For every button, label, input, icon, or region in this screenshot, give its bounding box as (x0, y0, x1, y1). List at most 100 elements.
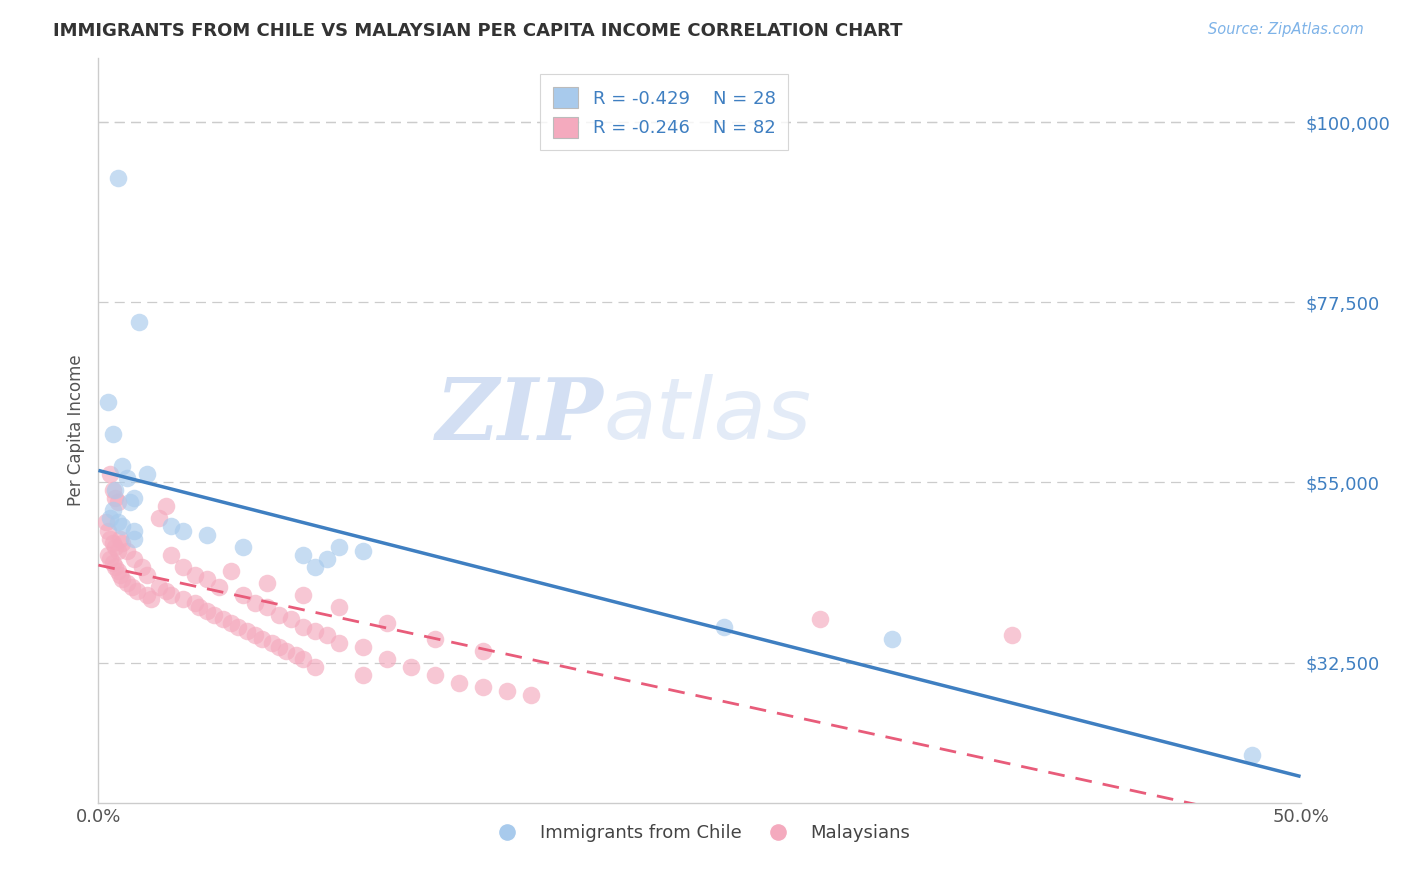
Point (195, 527, 218, 541)
Point (352, 667, 374, 681)
Point (447, 675, 470, 690)
Text: ZIP: ZIP (436, 374, 603, 458)
Point (118, 495, 141, 509)
Point (148, 511, 170, 525)
Point (141, 591, 163, 606)
Point (472, 680, 495, 694)
Point (155, 583, 177, 598)
Point (131, 559, 153, 574)
Point (100, 467, 122, 482)
Point (117, 543, 139, 558)
Point (208, 580, 231, 594)
Point (101, 503, 124, 517)
Point (328, 599, 350, 614)
Point (291, 651, 314, 665)
Point (250, 632, 273, 646)
Point (148, 580, 170, 594)
Point (352, 640, 374, 654)
Point (101, 483, 124, 498)
Point (97, 548, 120, 562)
Point (304, 559, 326, 574)
Point (291, 548, 314, 562)
Point (104, 491, 127, 506)
Point (111, 572, 134, 586)
Point (121, 580, 143, 594)
Point (256, 575, 278, 590)
Point (1241, 747, 1264, 762)
Legend: Immigrants from Chile, Malaysians: Immigrants from Chile, Malaysians (482, 817, 917, 850)
Point (315, 627, 337, 641)
Point (135, 467, 157, 482)
Point (97, 395, 120, 409)
Point (104, 540, 127, 554)
Point (243, 596, 266, 610)
Point (328, 540, 350, 554)
Point (472, 643, 495, 657)
Point (291, 588, 314, 602)
Point (423, 632, 446, 646)
Point (232, 540, 254, 554)
Point (117, 471, 139, 485)
Point (111, 459, 134, 474)
Point (267, 640, 290, 654)
Point (94, 516, 117, 530)
Point (212, 611, 235, 625)
Point (183, 596, 205, 610)
Point (375, 651, 398, 665)
Point (124, 551, 146, 566)
Point (496, 683, 519, 698)
Point (159, 588, 181, 602)
Point (243, 627, 266, 641)
Point (304, 624, 326, 638)
Point (135, 567, 157, 582)
Point (304, 659, 326, 673)
Point (107, 495, 129, 509)
Point (172, 591, 194, 606)
Point (260, 635, 283, 649)
Point (219, 615, 242, 630)
Point (117, 575, 139, 590)
Point (100, 511, 122, 525)
Point (328, 635, 350, 649)
Point (280, 611, 302, 625)
Point (172, 524, 194, 538)
Point (108, 567, 131, 582)
Point (172, 559, 194, 574)
Point (159, 519, 181, 533)
Point (399, 659, 422, 673)
Point (713, 619, 735, 633)
Y-axis label: Per Capita Income: Per Capita Income (66, 355, 84, 506)
Point (232, 588, 254, 602)
Point (125, 583, 148, 598)
Point (1001, 627, 1024, 641)
Point (219, 564, 242, 578)
Point (104, 559, 127, 574)
Point (236, 624, 259, 638)
Point (195, 604, 218, 618)
Point (315, 551, 337, 566)
Point (226, 619, 249, 633)
Point (375, 615, 398, 630)
Point (202, 607, 225, 622)
Point (107, 516, 129, 530)
Point (101, 556, 124, 570)
Point (128, 315, 150, 329)
Point (101, 535, 124, 549)
Point (101, 427, 124, 442)
Point (124, 532, 146, 546)
Point (423, 667, 446, 681)
Point (107, 543, 129, 558)
Point (188, 599, 211, 614)
Point (135, 588, 157, 602)
Text: atlas: atlas (603, 374, 811, 457)
Point (183, 567, 205, 582)
Point (256, 599, 278, 614)
Point (195, 572, 218, 586)
Point (267, 607, 290, 622)
Point (352, 543, 374, 558)
Point (291, 619, 314, 633)
Point (100, 551, 122, 566)
Text: IMMIGRANTS FROM CHILE VS MALAYSIAN PER CAPITA INCOME CORRELATION CHART: IMMIGRANTS FROM CHILE VS MALAYSIAN PER C… (53, 22, 903, 40)
Point (100, 532, 122, 546)
Point (111, 519, 134, 533)
